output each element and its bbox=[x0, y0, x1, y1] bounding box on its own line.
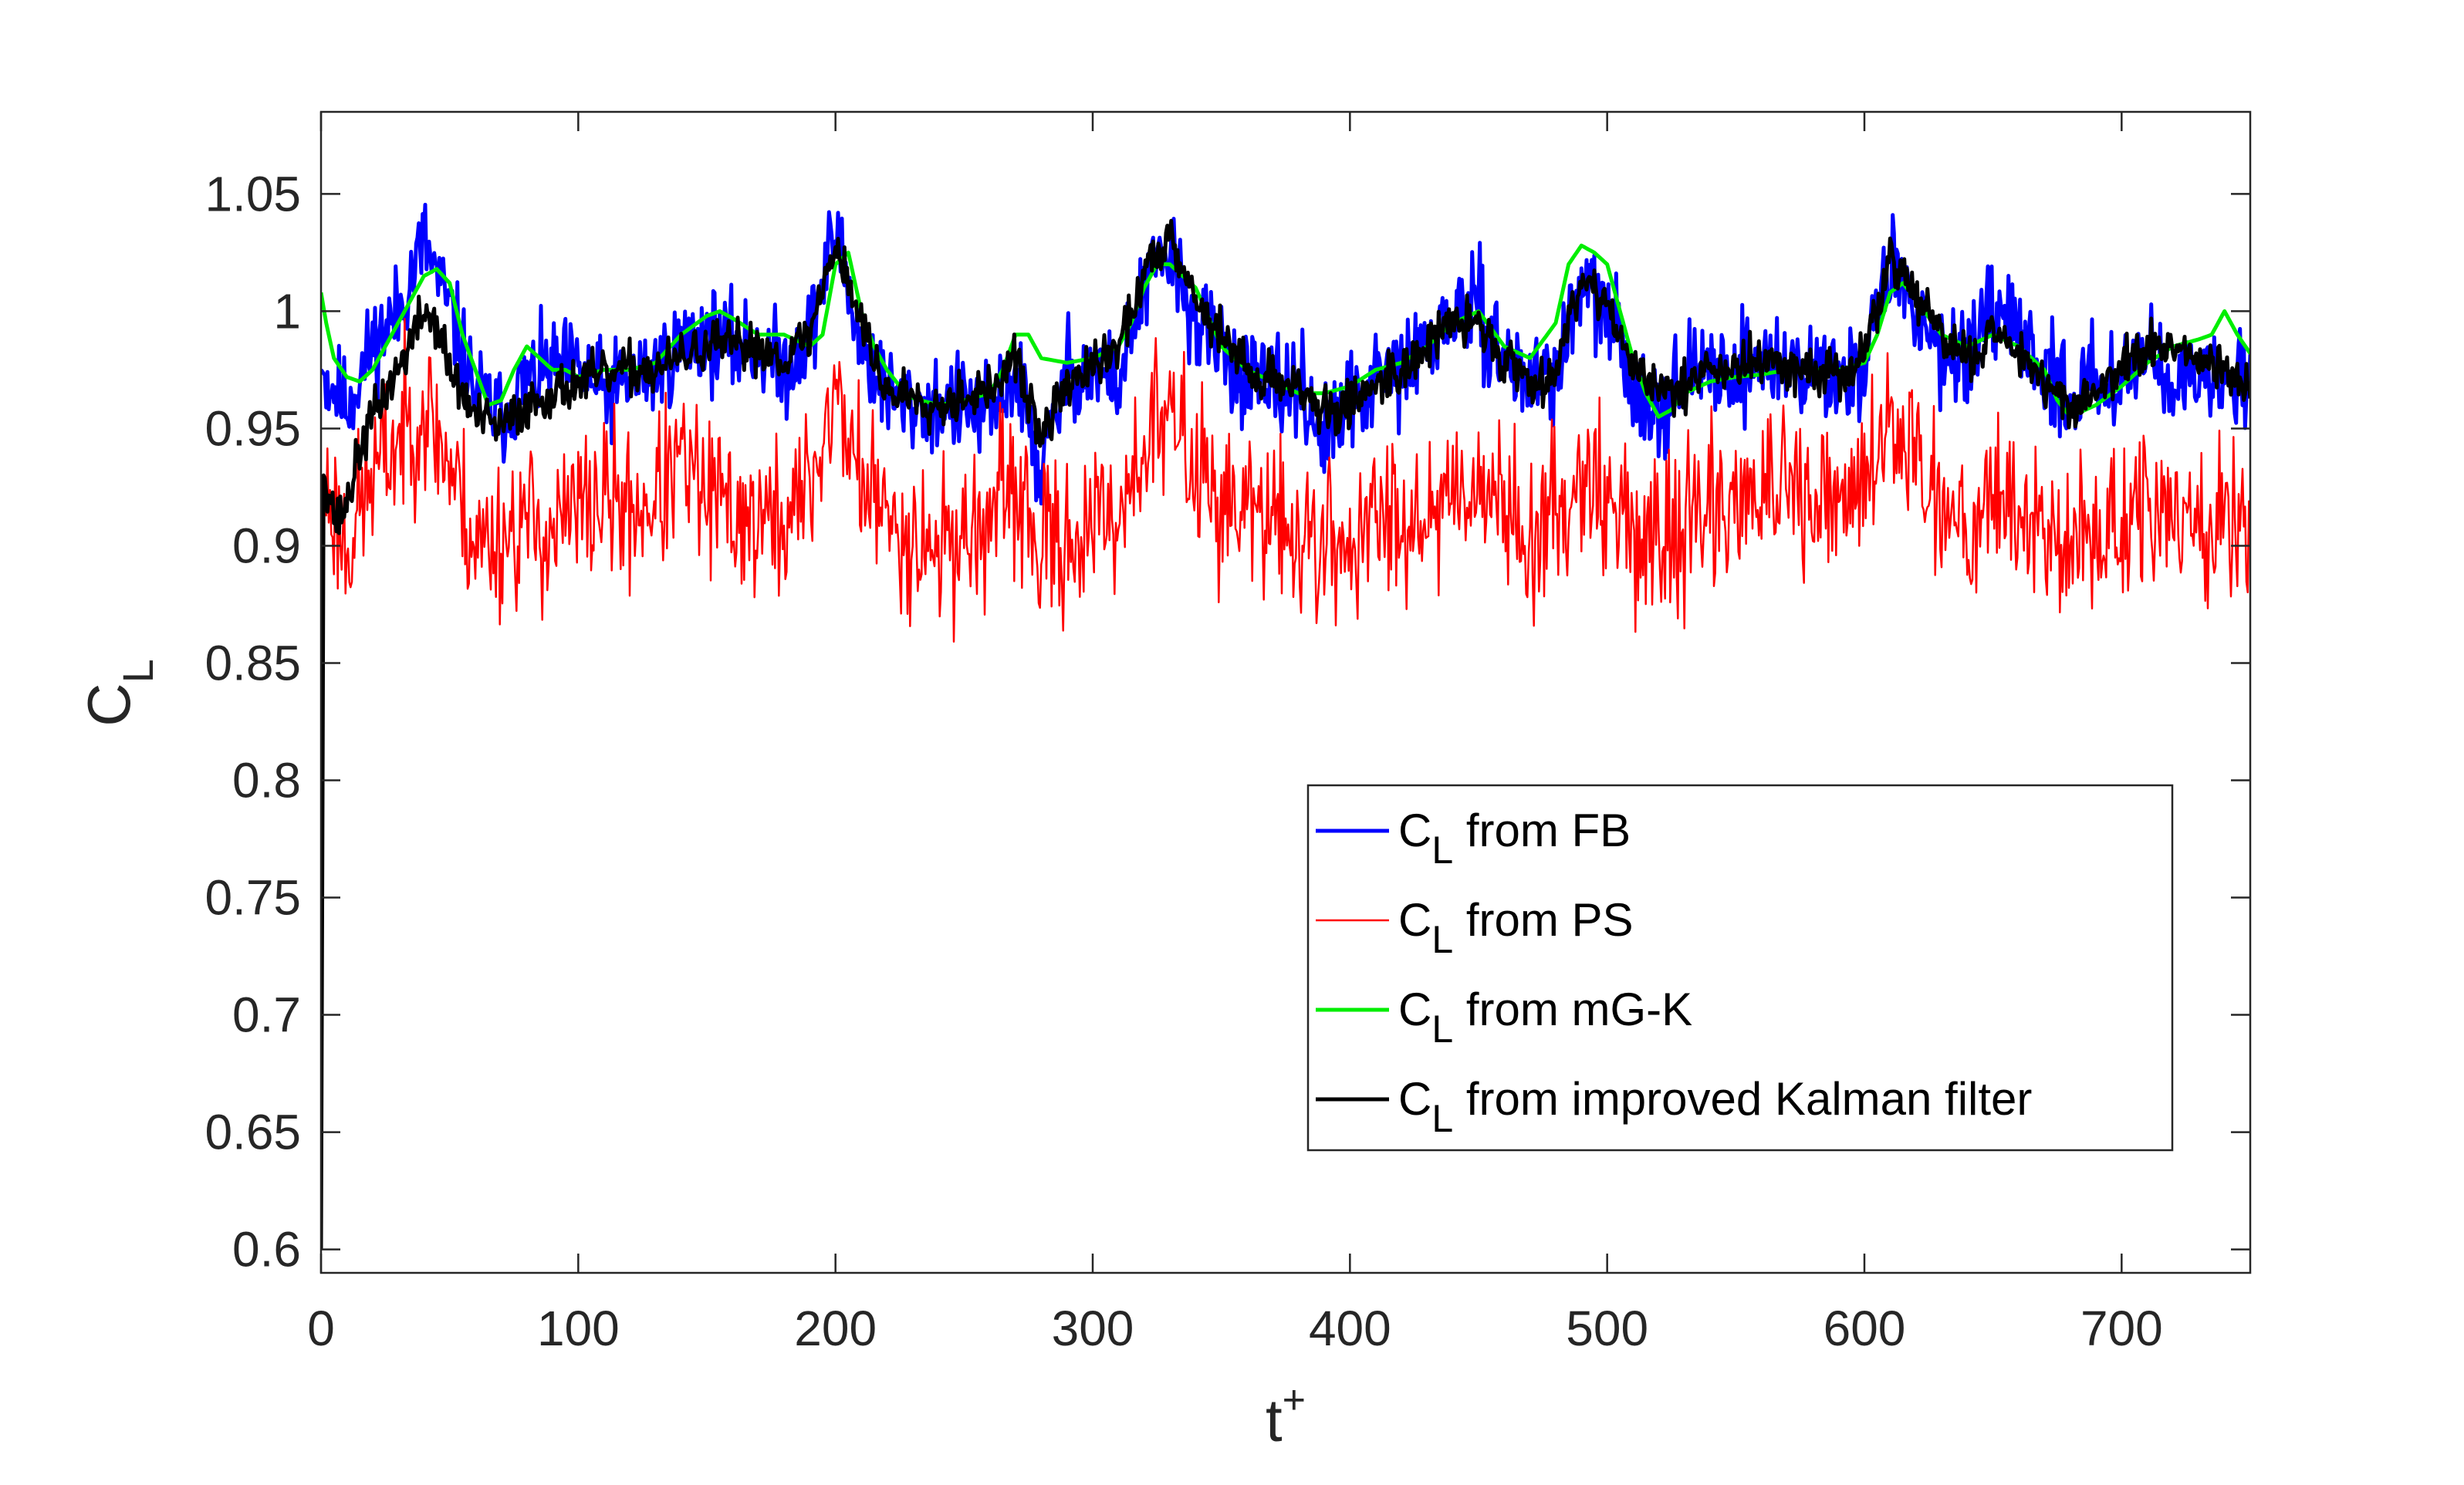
y-tick-label: 0.85 bbox=[204, 635, 301, 690]
x-tick-label: 0 bbox=[307, 1301, 335, 1356]
legend-label: CL from improved Kalman filter bbox=[1398, 1073, 2032, 1140]
y-tick-label: 1 bbox=[273, 283, 301, 339]
x-axis-title-base: t bbox=[1266, 1386, 1283, 1454]
y-tick-label: 0.75 bbox=[204, 870, 301, 926]
y-axis-title: CL bbox=[75, 659, 162, 727]
x-axis-title-sup: + bbox=[1283, 1378, 1306, 1423]
legend-label: CL from FB bbox=[1398, 805, 1631, 872]
x-tick-label: 600 bbox=[1823, 1301, 1906, 1356]
y-tick-label: 0.6 bbox=[232, 1222, 301, 1277]
legend-box bbox=[1306, 784, 2174, 1152]
svg-text:CL: CL bbox=[75, 659, 162, 727]
y-tick-label: 0.65 bbox=[204, 1105, 301, 1160]
y-tick-labels: 0.6 0.65 0.7 0.75 0.8 0.85 0.9 0.95 1 1.05 bbox=[204, 166, 301, 1277]
series-line-kalman bbox=[321, 218, 2250, 1250]
x-tick-label: 400 bbox=[1309, 1301, 1391, 1356]
axes-box bbox=[319, 110, 2252, 1274]
x-tick-label: 700 bbox=[2080, 1301, 2163, 1356]
y-tick-label: 1.05 bbox=[204, 166, 301, 221]
y-axis-title-base: C bbox=[75, 683, 143, 726]
y-tick-label: 0.7 bbox=[232, 987, 301, 1043]
y-tick-label: 0.8 bbox=[232, 753, 301, 808]
legend: CL from FB CL from PS CL from mG-K CL from … bbox=[1306, 784, 2174, 1152]
y-tick-label: 0.9 bbox=[232, 518, 301, 573]
x-axis-title: t+ bbox=[1266, 1378, 1306, 1454]
legend-label: CL from mG-K bbox=[1398, 984, 1692, 1051]
series-layer bbox=[321, 202, 2250, 1250]
y-tick-label: 0.95 bbox=[204, 400, 301, 456]
y-axis-title-sub: L bbox=[113, 659, 162, 683]
x-tick-label: 200 bbox=[794, 1301, 877, 1356]
legend-label: CL from PS bbox=[1398, 894, 1634, 961]
x-tick-label: 300 bbox=[1052, 1301, 1134, 1356]
x-tick-label: 100 bbox=[537, 1301, 620, 1356]
x-tick-label: 500 bbox=[1566, 1301, 1648, 1356]
x-tick-labels: 0 100 200 300 400 500 600 700 bbox=[307, 1301, 2163, 1356]
series-line-ps bbox=[321, 317, 2250, 643]
